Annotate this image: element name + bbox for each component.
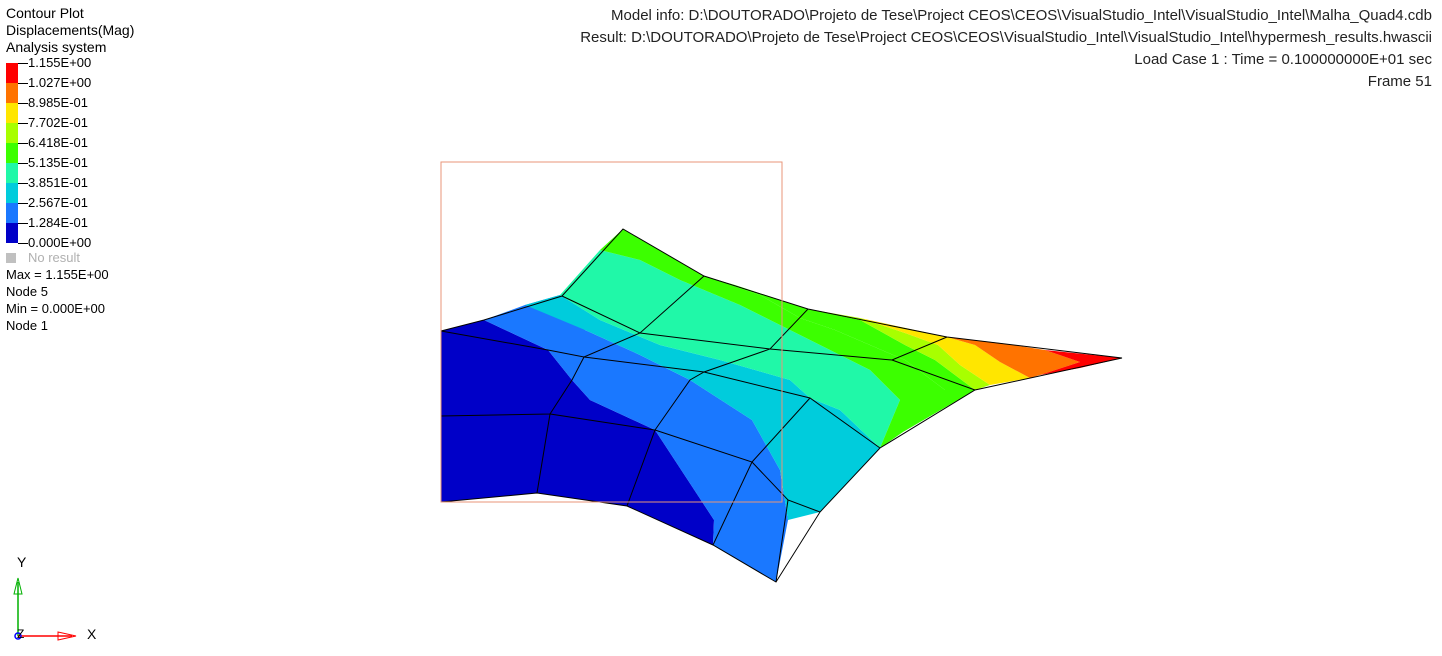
- contour-band: [808, 309, 990, 390]
- legend-swatch: [6, 223, 18, 243]
- legend-swatch: [6, 143, 18, 163]
- legend-system: Analysis system: [6, 39, 107, 55]
- axis-triad: [13, 577, 77, 641]
- legend-subtitle: Displacements(Mag): [6, 22, 135, 38]
- legend-swatch: [6, 63, 18, 83]
- no-result-swatch: [6, 253, 16, 263]
- contour-band: [600, 229, 975, 448]
- result-info: Result: D:\DOUTORADO\Projeto de Tese\Pro…: [580, 29, 1432, 46]
- triad-x-label: X: [87, 626, 97, 642]
- legend-tick: [18, 183, 28, 184]
- legend-level-label: 1.284E-01: [28, 215, 88, 230]
- legend-swatch: [6, 103, 18, 123]
- legend-title: Contour Plot: [6, 5, 84, 21]
- contour-band: [947, 337, 1080, 378]
- legend-swatch: [6, 123, 18, 143]
- legend-tick: [18, 123, 28, 124]
- contour-band: [1040, 350, 1122, 375]
- view-bounding-box: [440, 161, 783, 503]
- legend-level-label: 3.851E-01: [28, 175, 88, 190]
- legend-tick: [18, 103, 28, 104]
- legend-level-label: 5.135E-01: [28, 155, 88, 170]
- contour-mesh: [440, 228, 1123, 583]
- contour-band: [560, 250, 900, 448]
- no-result-label: No result: [28, 250, 81, 265]
- legend-level-label: 6.418E-01: [28, 135, 88, 150]
- contour-band: [704, 276, 975, 390]
- legend-level-label: 0.000E+00: [28, 235, 92, 250]
- triad-z-label: Z: [17, 627, 25, 641]
- legend-colorbar: [6, 63, 28, 244]
- legend-tick: [18, 203, 28, 204]
- legend-swatch: [6, 163, 18, 183]
- legend-tick: [18, 243, 28, 244]
- legend-level-label: 1.027E+00: [28, 75, 92, 90]
- legend-tick: [18, 143, 28, 144]
- legend-tick: [18, 63, 28, 64]
- triad-y-label: Y: [17, 554, 27, 570]
- legend-tick: [18, 223, 28, 224]
- legend-level-label: 7.702E-01: [28, 115, 88, 130]
- contour-band: [860, 318, 1030, 385]
- max-node: Node 5: [6, 284, 48, 299]
- model-info: Model info: D:\DOUTORADO\Projeto de Tese…: [611, 7, 1432, 24]
- contour-band: [525, 295, 880, 520]
- legend-swatch: [6, 203, 18, 223]
- mesh-edges: [440, 275, 976, 583]
- legend-swatch: [6, 83, 18, 103]
- legend-swatch: [6, 183, 18, 203]
- legend-tick: [18, 163, 28, 164]
- legend-level-label: 8.985E-01: [28, 95, 88, 110]
- min-value: Min = 0.000E+00: [6, 301, 106, 316]
- contour-band: [484, 295, 788, 582]
- frame-info: Frame 51: [1367, 73, 1432, 90]
- max-value: Max = 1.155E+00: [6, 267, 109, 282]
- legend-level-label: 1.155E+00: [28, 55, 92, 70]
- legend-level-label: 2.567E-01: [28, 195, 88, 210]
- contour-band: [441, 320, 714, 545]
- load-case-info: Load Case 1 : Time = 0.100000000E+01 sec: [1134, 51, 1432, 68]
- legend-tick: [18, 83, 28, 84]
- min-node: Node 1: [6, 318, 48, 333]
